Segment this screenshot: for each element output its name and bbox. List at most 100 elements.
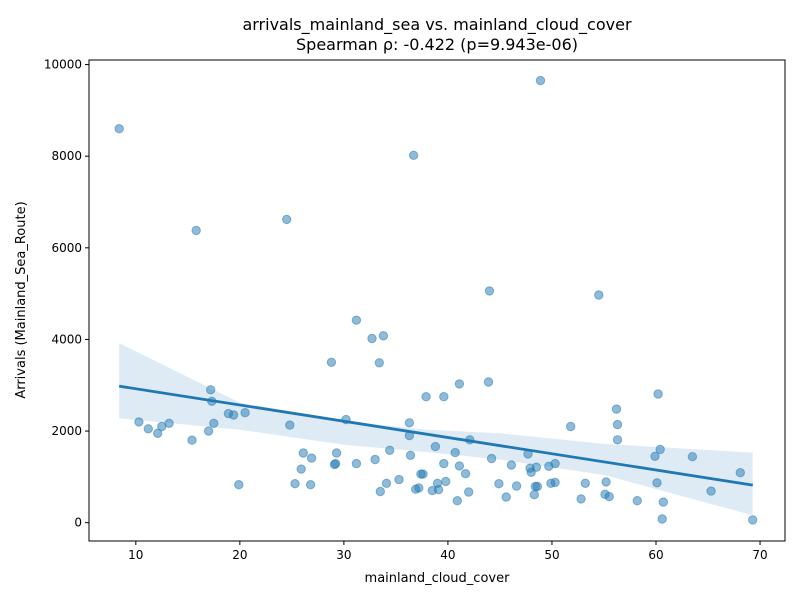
- data-point: [367, 333, 377, 344]
- data-point: [604, 491, 614, 502]
- y-tick-label: 2000: [51, 424, 82, 438]
- data-point: [209, 418, 219, 428]
- data-point: [594, 290, 604, 300]
- x-tick-label: 40: [440, 548, 455, 562]
- data-point: [652, 478, 662, 488]
- data-point: [290, 479, 300, 489]
- x-tick-label: 60: [648, 548, 663, 562]
- data-point: [611, 404, 622, 414]
- data-point: [441, 476, 451, 487]
- data-point: [375, 486, 385, 497]
- data-point: [494, 479, 504, 489]
- data-point: [653, 389, 663, 399]
- data-point: [305, 480, 316, 490]
- data-point: [405, 450, 416, 460]
- data-point: [143, 424, 154, 434]
- data-point: [748, 515, 758, 525]
- data-point: [404, 418, 415, 428]
- data-point: [658, 497, 668, 507]
- data-point: [134, 417, 144, 427]
- y-tick-label: 10000: [44, 58, 82, 72]
- y-axis-label: Arrivals (Mainland_Sea_Route): [14, 201, 29, 398]
- data-point: [484, 286, 495, 296]
- data-point: [385, 445, 395, 455]
- data-point: [735, 468, 745, 478]
- data-point: [414, 483, 424, 493]
- data-point: [655, 444, 665, 455]
- axes-frame: [88, 59, 786, 542]
- data-point: [486, 453, 497, 464]
- data-point: [282, 214, 292, 225]
- data-point: [632, 496, 642, 506]
- x-tick-label: 70: [752, 548, 767, 562]
- confidence-band: [119, 343, 753, 516]
- data-point: [506, 460, 517, 470]
- data-point: [439, 458, 449, 469]
- data-point: [330, 458, 341, 469]
- data-point: [612, 435, 623, 445]
- data-point: [501, 492, 511, 502]
- data-point: [439, 392, 449, 402]
- data-point: [454, 461, 465, 471]
- data-point: [394, 474, 404, 485]
- data-point: [240, 408, 250, 418]
- x-axis-label: mainland_cloud_cover: [365, 571, 511, 586]
- data-point: [234, 480, 244, 490]
- data-point: [454, 379, 465, 389]
- data-point: [326, 357, 337, 367]
- data-point: [228, 410, 239, 420]
- data-point: [351, 315, 362, 325]
- data-point: [433, 485, 444, 495]
- x-axis: 10 20 30 40 50 60 70: [128, 541, 768, 562]
- data-point: [351, 458, 362, 469]
- data-point: [408, 150, 419, 161]
- data-point: [296, 464, 306, 474]
- data-point: [164, 418, 174, 428]
- data-point: [421, 392, 431, 402]
- chart-subtitle: Spearman ρ: -0.422 (p=9.943e-06): [296, 35, 578, 54]
- data-point: [153, 428, 163, 438]
- data-point: [298, 448, 308, 458]
- data-point: [206, 385, 216, 395]
- plot-area: [114, 75, 758, 525]
- data-point: [550, 458, 560, 469]
- data-point: [566, 421, 576, 432]
- data-point: [191, 225, 201, 236]
- data-point: [483, 377, 494, 387]
- data-point: [535, 75, 546, 86]
- chart-title: arrivals_mainland_sea vs. mainland_cloud…: [242, 15, 632, 35]
- data-point: [601, 477, 611, 487]
- data-point: [612, 419, 623, 430]
- data-point: [576, 494, 586, 504]
- data-point: [331, 448, 342, 458]
- regression-line: [118, 384, 753, 487]
- data-point: [529, 490, 539, 500]
- data-point: [374, 358, 384, 368]
- y-tick-label: 6000: [51, 241, 82, 255]
- y-tick-label: 4000: [51, 332, 82, 346]
- data-point: [378, 331, 389, 341]
- data-point: [657, 514, 667, 524]
- data-point: [460, 469, 471, 479]
- data-point: [550, 477, 560, 488]
- y-tick-label: 0: [74, 516, 82, 530]
- data-point: [381, 478, 392, 488]
- data-point: [450, 447, 460, 458]
- data-point: [306, 453, 317, 463]
- x-tick-label: 30: [336, 548, 351, 562]
- data-point: [285, 420, 295, 430]
- data-point: [187, 435, 197, 445]
- data-point: [580, 478, 590, 488]
- data-point: [430, 441, 441, 452]
- data-point: [532, 481, 543, 492]
- data-point: [531, 462, 542, 472]
- data-point: [511, 481, 522, 491]
- data-point: [650, 451, 660, 461]
- y-axis: 0 2000 4000 6000 8000 10000: [44, 58, 89, 530]
- y-tick-label: 8000: [51, 149, 82, 163]
- data-point: [687, 452, 698, 462]
- x-tick-label: 20: [232, 548, 247, 562]
- data-point: [370, 454, 380, 465]
